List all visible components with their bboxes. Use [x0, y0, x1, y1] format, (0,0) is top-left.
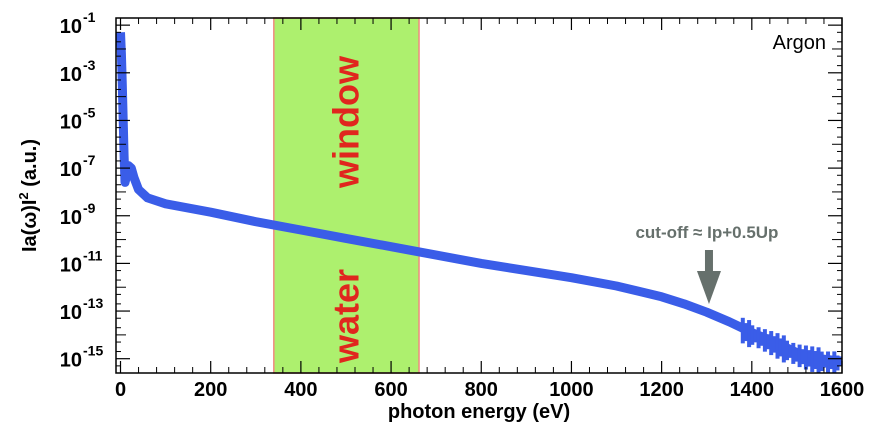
y-tick-label: 10 — [60, 254, 82, 276]
y-tick-label: 10 — [60, 350, 82, 372]
x-tick-label: 1200 — [639, 379, 684, 401]
y-axis-title: Ia(ω)I2 (a.u.) — [16, 139, 41, 252]
y-tick-label: 10 — [60, 302, 82, 324]
y-axis-title-main: Ia(ω)I — [19, 200, 41, 252]
x-tick-label: 600 — [374, 379, 407, 401]
x-tick-label: 800 — [465, 379, 498, 401]
y-tick-exponent: -13 — [83, 295, 103, 311]
y-tick-exponent: -15 — [83, 343, 103, 359]
arrow-shaft — [704, 250, 713, 274]
y-tick-label: 10 — [60, 159, 82, 181]
water-window-band — [273, 17, 420, 374]
plot-frame — [115, 17, 843, 374]
x-tick-label: 400 — [284, 379, 317, 401]
y-axis-title-tail: (a.u.) — [19, 139, 41, 192]
x-tick-label: 0 — [115, 379, 126, 401]
cutoff-arrow-icon — [696, 250, 721, 304]
x-axis-title: photon energy (eV) — [388, 401, 570, 423]
x-tick-label: 1400 — [730, 379, 775, 401]
x-tick-label: 200 — [194, 379, 227, 401]
series-layer — [116, 32, 843, 373]
y-tick-label: 10 — [60, 111, 82, 133]
y-tick-label: 10 — [60, 207, 82, 229]
band-label-bottom: water — [325, 269, 366, 364]
y-tick-exponent: -9 — [83, 200, 96, 216]
x-tick-label: 1600 — [820, 379, 865, 401]
arrow-head — [696, 271, 721, 304]
cutoff-annotation: cut-off ≈ Ip+0.5Up — [635, 223, 778, 242]
y-tick-exponent: -11 — [83, 247, 103, 263]
series-line — [116, 32, 843, 366]
y-tick-exponent: -3 — [83, 57, 96, 73]
y-tick-exponent: -1 — [83, 9, 96, 25]
y-tick-exponent: -7 — [83, 152, 96, 168]
y-tick-label: 10 — [60, 64, 82, 86]
band-label-top: window — [325, 55, 366, 189]
y-tick-exponent: -5 — [83, 104, 96, 120]
y-tick-label: 10 — [60, 16, 82, 38]
y-axis-title-sup: 2 — [16, 192, 31, 199]
legend-label: Argon — [773, 32, 826, 54]
x-tick-label: 1000 — [549, 379, 594, 401]
